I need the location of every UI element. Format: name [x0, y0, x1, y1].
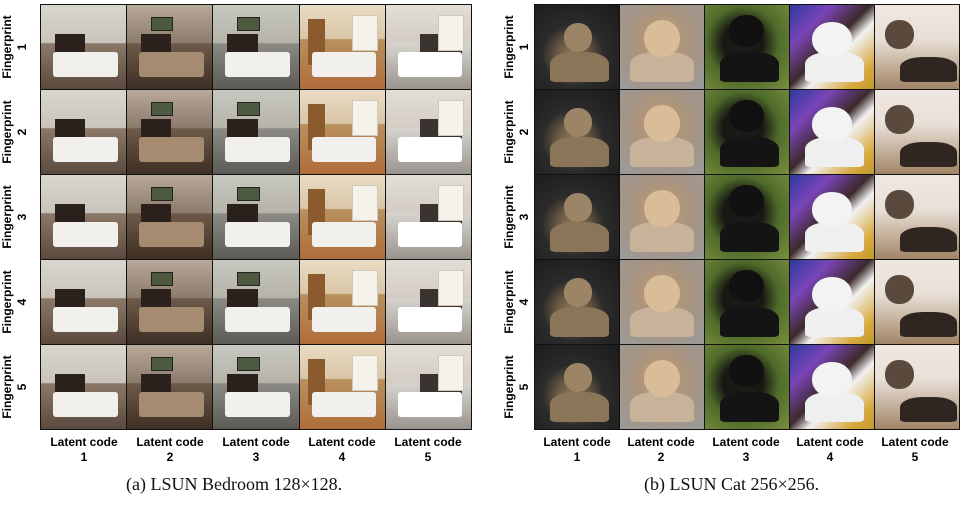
generated-image: [41, 90, 127, 174]
generated-image: [127, 260, 213, 344]
generated-image: [299, 345, 385, 429]
generated-image: [385, 90, 471, 174]
generated-image: [299, 90, 385, 174]
col-label-1: Latent code 1: [543, 435, 611, 464]
generated-image: [620, 5, 704, 89]
row-label-5: Fingerprint 5: [502, 355, 531, 419]
generated-image: [875, 5, 959, 89]
generated-image: [790, 90, 874, 174]
col-label-2: Latent code 2: [136, 435, 204, 464]
image-grid-cat: [534, 4, 960, 430]
caption-bedroom: (a) LSUN Bedroom 128×128.: [126, 474, 343, 494]
generated-image: [620, 345, 704, 429]
generated-image: [620, 175, 704, 259]
col-label-5: Latent code 5: [881, 435, 949, 464]
generated-image: [385, 345, 471, 429]
row-label-2: Fingerprint 2: [502, 100, 531, 164]
generated-image: [535, 5, 619, 89]
col-label-4: Latent code 4: [796, 435, 864, 464]
col-label-1: Latent code 1: [50, 435, 118, 464]
generated-image: [535, 175, 619, 259]
generated-image: [127, 175, 213, 259]
generated-image: [213, 260, 299, 344]
generated-image: [41, 260, 127, 344]
row-label-1: Fingerprint 1: [0, 15, 29, 79]
generated-image: [299, 5, 385, 89]
generated-image: [875, 345, 959, 429]
generated-image: [705, 260, 789, 344]
generated-image: [790, 345, 874, 429]
generated-image: [41, 175, 127, 259]
generated-image: [41, 345, 127, 429]
col-label-2: Latent code 2: [627, 435, 695, 464]
generated-image: [790, 260, 874, 344]
caption-cat: (b) LSUN Cat 256×256.: [644, 474, 820, 494]
generated-image: [213, 5, 299, 89]
col-label-5: Latent code 5: [394, 435, 462, 464]
row-label-1: Fingerprint 1: [502, 15, 531, 79]
generated-image: [875, 90, 959, 174]
row-label-2: Fingerprint 2: [0, 100, 29, 164]
generated-image: [620, 260, 704, 344]
generated-image: [705, 175, 789, 259]
generated-image: [535, 345, 619, 429]
generated-image: [213, 90, 299, 174]
row-label-4: Fingerprint 4: [0, 270, 29, 334]
generated-image: [535, 90, 619, 174]
generated-image: [127, 90, 213, 174]
generated-image: [875, 175, 959, 259]
generated-image: [299, 260, 385, 344]
generated-image: [213, 175, 299, 259]
generated-image: [299, 175, 385, 259]
generated-image: [385, 175, 471, 259]
generated-image: [213, 345, 299, 429]
generated-image: [127, 345, 213, 429]
row-label-5: Fingerprint 5: [0, 355, 29, 419]
generated-image: [705, 5, 789, 89]
col-label-4: Latent code 4: [308, 435, 376, 464]
col-label-3: Latent code 3: [712, 435, 780, 464]
generated-image: [127, 5, 213, 89]
generated-image: [790, 5, 874, 89]
generated-image: [385, 260, 471, 344]
generated-image: [790, 175, 874, 259]
generated-image: [705, 90, 789, 174]
row-label-4: Fingerprint 4: [502, 270, 531, 334]
generated-image: [385, 5, 471, 89]
generated-image: [41, 5, 127, 89]
generated-image: [620, 90, 704, 174]
generated-image: [705, 345, 789, 429]
row-label-3: Fingerprint 3: [0, 185, 29, 249]
image-grid-bedroom: [40, 4, 472, 430]
generated-image: [875, 260, 959, 344]
generated-image: [535, 260, 619, 344]
col-label-3: Latent code 3: [222, 435, 290, 464]
row-label-3: Fingerprint 3: [502, 185, 531, 249]
